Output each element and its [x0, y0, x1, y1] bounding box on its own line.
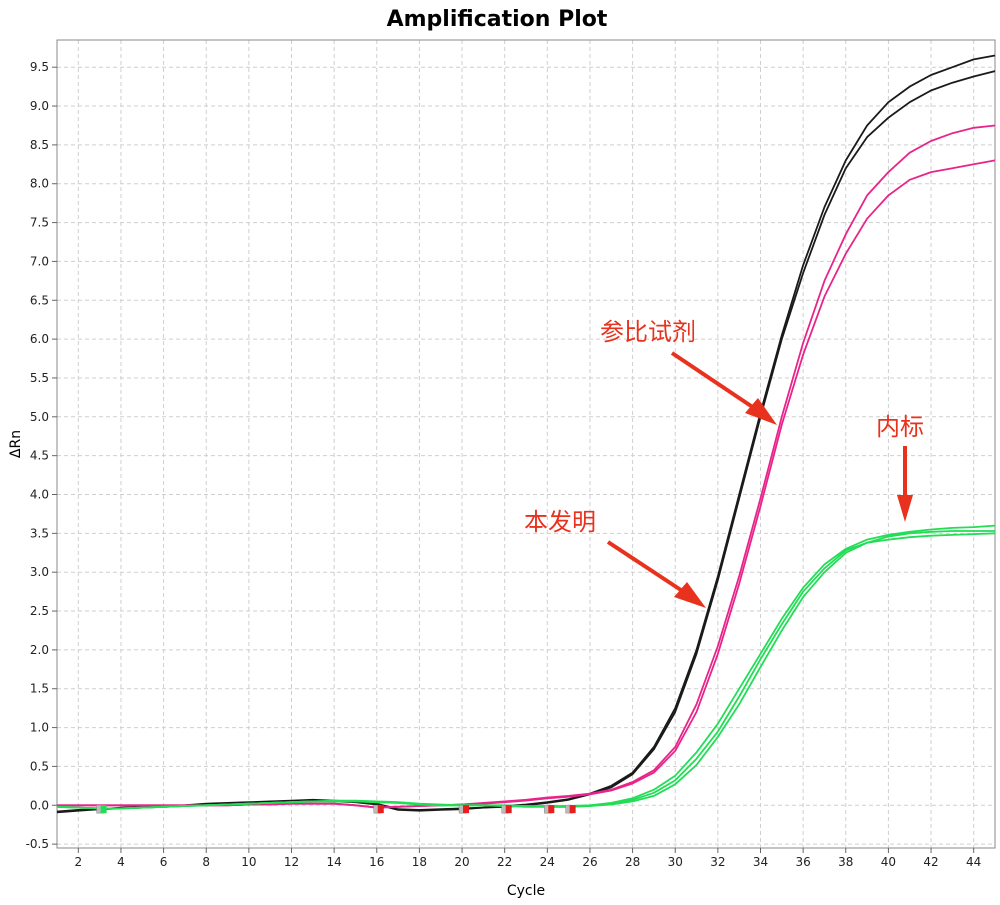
x-tick-label: 22	[497, 855, 512, 869]
marker-4	[505, 805, 512, 814]
y-tick-label: 3.0	[30, 565, 49, 579]
y-tick-label: 8.5	[30, 138, 49, 152]
arrow-reference-reagent	[670, 351, 762, 414]
series-line-3	[57, 124, 996, 809]
y-tick-label: 9.5	[30, 60, 49, 74]
series-line-6	[56, 532, 996, 810]
annotations: 参比试剂 本发明 内标	[524, 318, 924, 608]
y-tick-label: 2.0	[30, 643, 49, 657]
y-tick-label: 2.5	[30, 604, 49, 618]
arrowhead-reference-reagent	[745, 398, 777, 425]
marker-6	[569, 805, 576, 814]
x-tick-label: 20	[454, 855, 469, 869]
x-tick-label: 34	[753, 855, 768, 869]
grid	[57, 40, 995, 848]
x-tick-label: 28	[625, 855, 640, 869]
arrowhead-invention	[674, 582, 706, 608]
x-tick-label: 8	[202, 855, 210, 869]
y-tick-label: 5.0	[30, 410, 49, 424]
y-tick-label: -0.5	[26, 837, 49, 851]
y-axis-label: ΔRn	[8, 430, 24, 458]
x-tick-label: 6	[160, 855, 168, 869]
y-tick-label: 3.5	[30, 526, 49, 540]
series-line-1	[56, 54, 996, 813]
y-tick-label: 7.0	[30, 254, 49, 268]
y-tick-label: 9.0	[30, 99, 49, 113]
arrowhead-internal-standard	[897, 495, 913, 522]
y-tick-label: 6.0	[30, 332, 49, 346]
x-tick-label: 2	[74, 855, 82, 869]
annotation-invention: 本发明	[524, 508, 596, 536]
x-tick-label: 12	[284, 855, 299, 869]
x-axis-label: Cycle	[507, 883, 545, 899]
annotation-reference-reagent: 参比试剂	[600, 318, 696, 346]
arrow-invention	[606, 540, 692, 598]
marker-1	[100, 805, 107, 814]
series-line-7	[56, 530, 995, 810]
x-tick-label: 10	[241, 855, 256, 869]
marker-3	[463, 805, 470, 814]
x-tick-label: 30	[668, 855, 683, 869]
chart-title: Amplification Plot	[387, 7, 608, 32]
series-line-4	[57, 159, 996, 809]
threshold-markers	[96, 804, 576, 814]
marker-2	[377, 805, 384, 814]
x-tick-label: 26	[582, 855, 597, 869]
series-line-2	[56, 70, 996, 814]
annotation-internal-standard: 内标	[876, 413, 924, 441]
y-tick-label: 1.5	[30, 682, 49, 696]
y-tick-label: 6.5	[30, 293, 49, 307]
x-tick-label: 14	[326, 855, 341, 869]
y-tick-label: 7.5	[30, 216, 49, 230]
x-tick-label: 36	[795, 855, 810, 869]
plot-area	[56, 39, 996, 849]
y-tick-label: 4.0	[30, 488, 49, 502]
y-tick-label: 8.0	[30, 177, 49, 191]
x-tick-label: 24	[540, 855, 555, 869]
series-lines	[56, 54, 996, 814]
x-tick-label: 32	[710, 855, 725, 869]
marker-5	[548, 805, 555, 814]
x-tick-label: 16	[369, 855, 384, 869]
y-tick-label: 5.5	[30, 371, 49, 385]
x-tick-label: 4	[117, 855, 125, 869]
x-axis: 2 4 6 8 10 12 14 16 18 20 22 24 26 28 30 32 34 36 38 40 42 44	[74, 848, 981, 869]
y-tick-label: 0.0	[30, 798, 49, 812]
y-tick-label: 4.5	[30, 449, 49, 463]
y-axis: -0.5 0.0 0.5 1.0 1.5 2.0 2.5 3.0 3.5 4.0 4.5 5.0 5.5…	[26, 60, 57, 851]
y-tick-label: 1.0	[30, 721, 49, 735]
x-tick-label: 18	[412, 855, 427, 869]
x-tick-label: 42	[923, 855, 938, 869]
y-tick-label: 0.5	[30, 759, 49, 773]
x-tick-label: 44	[966, 855, 981, 869]
x-tick-label: 38	[838, 855, 853, 869]
x-tick-label: 40	[881, 855, 896, 869]
